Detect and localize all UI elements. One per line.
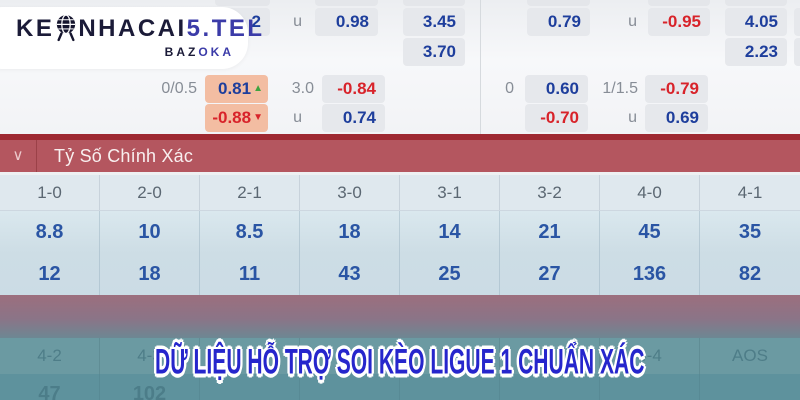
globe-mascot-icon	[57, 14, 76, 42]
score-column-header: 2-0	[100, 175, 200, 210]
over-under-label: u	[628, 13, 637, 30]
odds-value[interactable]: 4.05	[725, 8, 787, 36]
score-odds-cell[interactable]: 47	[0, 374, 100, 400]
score-odds-cell[interactable]	[700, 374, 800, 400]
logo-sub-oka: OKA	[198, 45, 234, 59]
score-odds-cell[interactable]: 102	[100, 374, 200, 400]
score-column-header: 3-0	[300, 175, 400, 210]
score-odds-cell[interactable]: 21	[500, 211, 600, 253]
panel-divider	[480, 0, 481, 134]
handicap-label: 0/0.5	[161, 80, 197, 97]
score-odds-cell[interactable]	[500, 374, 600, 400]
logo-text-5tel: 5.TEL	[186, 15, 265, 42]
odds-value[interactable]: 0.79	[527, 8, 590, 36]
logo-wordmark: KE NHACAI 5.TEL	[16, 14, 262, 44]
handicap-label: 1/1.5	[602, 80, 638, 97]
score-column-header: 3-2	[500, 175, 600, 210]
score-odds-cell[interactable]: 11	[200, 253, 300, 295]
cut-odds-box	[527, 0, 590, 6]
score-odds-row: 8.8 10 8.5 18 14 21 45 35	[0, 211, 800, 253]
odds-value[interactable]: 2.23	[725, 38, 787, 66]
odds-number: -0.88	[212, 108, 252, 127]
score-odds-row-lower: 47 102	[0, 374, 800, 400]
score-odds-cell[interactable]: 8.5	[200, 211, 300, 253]
cut-odds-box	[315, 0, 378, 6]
score-odds-cell[interactable]: 8.8	[0, 211, 100, 253]
site-logo[interactable]: KE NHACAI 5.TEL BAZOKA	[0, 7, 262, 69]
cut-odds-box	[794, 38, 800, 66]
odds-value[interactable]: -0.79	[645, 75, 708, 103]
cut-odds-box	[725, 0, 787, 6]
score-column-header: AOS	[732, 346, 768, 365]
score-odds-cell[interactable]: 18	[300, 211, 400, 253]
score-column-header: 3-1	[400, 175, 500, 210]
section-title: Tỷ Số Chính Xác	[54, 145, 194, 166]
odds-value[interactable]: -0.95	[648, 8, 710, 36]
odds-value[interactable]: 3.45	[403, 8, 465, 36]
score-column-header	[300, 338, 400, 374]
score-column-header: 2-1	[200, 175, 300, 210]
score-odds-cell[interactable]	[300, 374, 400, 400]
logo-text-ke: KE	[16, 15, 55, 42]
score-odds-body: 8.8 10 8.5 18 14 21 45 35 12 18 11 43 25…	[0, 211, 800, 295]
odds-value[interactable]: -0.84	[322, 75, 385, 103]
logo-subtitle: BAZOKA	[16, 45, 234, 59]
odds-value[interactable]: 0.98	[315, 8, 378, 36]
logo-sub-baz: BAZ	[164, 45, 199, 59]
score-odds-cell[interactable]: 82	[738, 263, 762, 285]
odds-number: 0.81	[218, 79, 252, 98]
odds-value[interactable]: 0.69	[645, 104, 708, 132]
trend-up-icon: ▲	[253, 83, 263, 94]
handicap-label: 0	[505, 80, 514, 97]
logo-text-nhacai: NHACAI	[78, 15, 187, 42]
odds-value-highlighted[interactable]: 0.81 ▲	[205, 75, 268, 103]
score-column-header: 4-3	[100, 338, 200, 374]
over-under-label: u	[293, 109, 302, 126]
score-odds-cell[interactable]: 25	[400, 253, 500, 295]
section-accent-line	[0, 134, 800, 140]
odds-value[interactable]: 0.74	[322, 104, 385, 132]
score-odds-cell[interactable]: 136	[600, 253, 700, 295]
score-odds-cell[interactable]: 35	[738, 221, 762, 243]
score-column-header	[500, 338, 600, 374]
over-under-label: u	[293, 13, 302, 30]
score-column-header: 4-0	[600, 175, 700, 210]
odds-value-highlighted[interactable]: -0.88 ▼	[205, 104, 268, 132]
cut-odds-box	[794, 8, 800, 36]
score-odds-cell[interactable]: 14	[400, 211, 500, 253]
score-odds-cell[interactable]: 45	[600, 211, 700, 253]
over-under-label: u	[628, 109, 637, 126]
score-odds-cell[interactable]: 18	[100, 253, 200, 295]
score-odds-cell[interactable]	[200, 374, 300, 400]
score-column-header: 1-0	[0, 175, 100, 210]
section-header: ∨ Tỷ Số Chính Xác	[0, 140, 800, 172]
cut-odds-box	[403, 0, 465, 6]
score-odds-cell[interactable]: 12	[0, 253, 100, 295]
score-column-header: 4-2	[0, 338, 100, 374]
score-header-row-lower: 4-2 4-3 4-4 AOS	[0, 338, 800, 374]
score-column-header: 4-1	[737, 183, 763, 202]
score-odds-cell[interactable]	[600, 374, 700, 400]
cut-odds-box	[648, 0, 710, 6]
score-odds-cell[interactable]	[400, 374, 500, 400]
trend-down-icon: ▼	[253, 112, 263, 123]
score-odds-cell[interactable]: 43	[300, 253, 400, 295]
odds-value[interactable]: 3.70	[403, 38, 465, 66]
handicap-label: 3.0	[291, 80, 314, 97]
cut-odds-box	[215, 0, 270, 6]
score-odds-cell[interactable]: 10	[100, 211, 200, 253]
score-header-row: 1-0 2-0 2-1 3-0 3-1 3-2 4-0 4-1	[0, 175, 800, 211]
score-column-header	[400, 338, 500, 374]
divider-band	[0, 295, 800, 338]
score-column-header	[200, 338, 300, 374]
chevron-down-icon[interactable]: ∨	[0, 140, 37, 172]
score-odds-row: 12 18 11 43 25 27 136 82	[0, 253, 800, 295]
score-column-header: 4-4	[600, 338, 700, 374]
odds-value[interactable]: -0.70	[525, 104, 588, 132]
odds-value[interactable]: 0.60	[525, 75, 588, 103]
score-odds-cell[interactable]: 27	[500, 253, 600, 295]
